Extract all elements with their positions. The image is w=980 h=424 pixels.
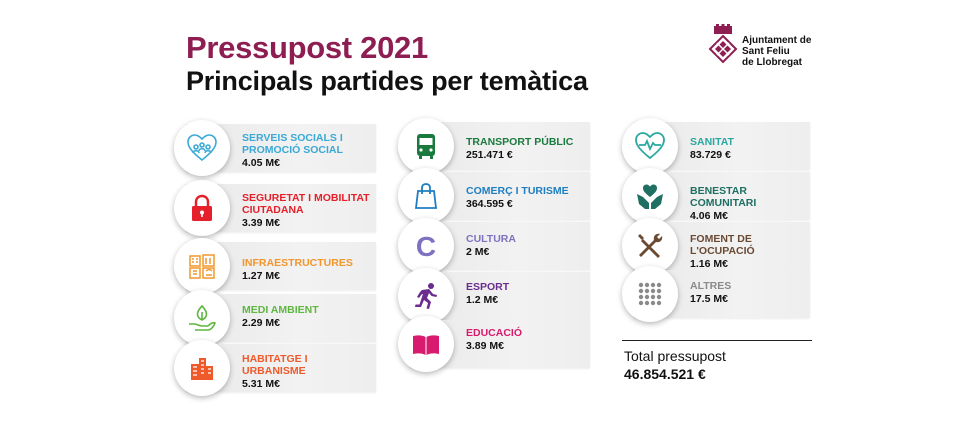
page-title: Pressupost 2021 bbox=[186, 30, 428, 65]
item-name: BENESTAR COMUNITARI bbox=[690, 185, 757, 209]
item-name: SANITAT bbox=[690, 136, 734, 148]
coat-of-arms-icon bbox=[708, 24, 738, 64]
housing-icon bbox=[191, 358, 213, 380]
budget-item-infraestructures: INFRAESTRUCTURES 1.27 M€ bbox=[174, 238, 376, 294]
item-name: MEDI AMBIENT bbox=[242, 304, 319, 316]
budget-item-cultura: C CULTURA 2 M€ bbox=[398, 218, 590, 274]
item-value: 17.5 M€ bbox=[690, 293, 728, 305]
dots-grid-icon bbox=[638, 282, 662, 306]
item-value: 2 M€ bbox=[466, 246, 490, 258]
item-name: ALTRES bbox=[690, 280, 732, 292]
item-value: 1.16 M€ bbox=[690, 258, 728, 270]
logo-line-1: Ajuntament de bbox=[742, 35, 812, 46]
item-value: 5.31 M€ bbox=[242, 378, 280, 390]
culture-c-icon: C bbox=[416, 231, 436, 262]
svg-text:C: C bbox=[416, 231, 436, 262]
logo-line-3: de Llobregat bbox=[742, 57, 803, 68]
item-name: FOMENT DE L'OCUPACIÓ bbox=[690, 233, 755, 257]
heartbeat-icon bbox=[635, 132, 665, 160]
buildings-icon bbox=[189, 254, 215, 279]
budget-item-medi-ambient: MEDI AMBIENT 2.29 M€ bbox=[174, 290, 376, 346]
total-value: 46.854.521 € bbox=[624, 366, 706, 382]
budget-item-benestar: BENESTAR COMUNITARI 4.06 M€ bbox=[622, 168, 810, 224]
budget-item-educacio: EDUCACIÓ 3.89 M€ bbox=[398, 316, 590, 372]
item-value: 3.89 M€ bbox=[466, 340, 504, 352]
budget-item-transport: TRANSPORT PÚBLIC 251.471 € bbox=[398, 118, 590, 174]
bus-icon bbox=[417, 134, 435, 159]
city-council-logo: Ajuntament de Sant Feliu de Llobregat bbox=[708, 24, 828, 70]
logo-line-2: Sant Feliu bbox=[742, 46, 790, 57]
item-name: EDUCACIÓ bbox=[466, 327, 523, 339]
item-value: 4.05 M€ bbox=[242, 157, 280, 169]
item-value: 83.729 € bbox=[690, 149, 731, 161]
budget-item-serveis-socials: SERVEIS SOCIALS I PROMOCIÓ SOCIAL 4.05 M… bbox=[174, 120, 376, 176]
book-icon bbox=[413, 335, 439, 355]
total-divider bbox=[622, 340, 812, 341]
item-value: 2.29 M€ bbox=[242, 317, 280, 329]
item-name: SEGURETAT I MOBILITAT CIUTADANA bbox=[242, 192, 370, 216]
item-name: HABITATGE I URBANISME bbox=[242, 353, 308, 377]
budget-item-seguretat: SEGURETAT I MOBILITAT CIUTADANA 3.39 M€ bbox=[174, 180, 376, 236]
people-heart-icon bbox=[187, 134, 217, 162]
tools-icon bbox=[638, 233, 663, 258]
shopping-bag-icon bbox=[414, 183, 438, 209]
budget-item-esport: ESPORT 1.2 M€ bbox=[398, 268, 590, 324]
item-value: 251.471 € bbox=[466, 149, 513, 161]
item-value: 1.2 M€ bbox=[466, 294, 499, 306]
budget-item-comerc: COMERÇ I TURISME 364.595 € bbox=[398, 168, 590, 224]
item-name: COMERÇ I TURISME bbox=[466, 185, 569, 197]
runner-icon bbox=[415, 283, 437, 309]
hands-heart-icon bbox=[637, 184, 663, 209]
total-label: Total pressupost bbox=[624, 348, 726, 364]
item-value: 1.27 M€ bbox=[242, 270, 280, 282]
item-name: SERVEIS SOCIALS I PROMOCIÓ SOCIAL bbox=[242, 132, 343, 156]
item-value: 4.06 M€ bbox=[690, 210, 728, 222]
item-value: 364.595 € bbox=[466, 198, 513, 210]
budget-item-altres: ALTRES 17.5 M€ bbox=[622, 266, 810, 322]
budget-item-foment-ocupacio: FOMENT DE L'OCUPACIÓ 1.16 M€ bbox=[622, 218, 810, 274]
lock-icon bbox=[192, 194, 212, 221]
item-name: INFRAESTRUCTURES bbox=[242, 257, 353, 269]
hand-leaf-icon bbox=[189, 304, 216, 331]
budget-item-sanitat: SANITAT 83.729 € bbox=[622, 118, 810, 174]
item-value: 3.39 M€ bbox=[242, 217, 280, 229]
item-name: CULTURA bbox=[466, 233, 516, 245]
item-name: ESPORT bbox=[466, 281, 510, 293]
page-subtitle: Principals partides per temàtica bbox=[186, 66, 588, 96]
budget-item-habitatge: HABITATGE I URBANISME 5.31 M€ bbox=[174, 340, 376, 396]
item-name: TRANSPORT PÚBLIC bbox=[466, 136, 574, 148]
